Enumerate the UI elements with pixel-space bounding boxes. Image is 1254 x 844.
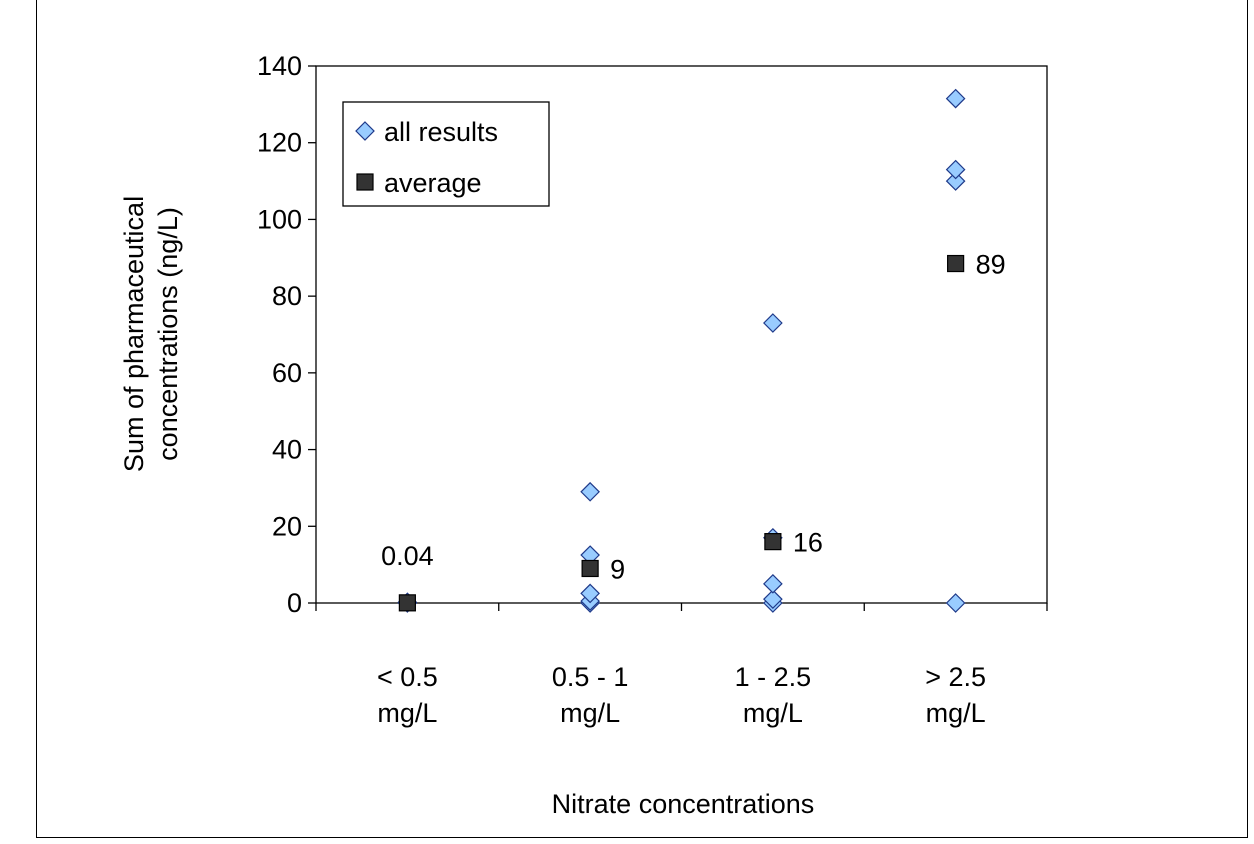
result-point xyxy=(945,159,966,180)
x-tick-label: mg/L xyxy=(926,698,986,728)
legend-label: average xyxy=(384,168,482,198)
result-point xyxy=(763,313,783,333)
result-point xyxy=(580,583,600,604)
average-data-label: 89 xyxy=(976,250,1006,280)
result-point xyxy=(945,593,966,613)
legend: all results average xyxy=(342,101,550,207)
x-tick-label: mg/L xyxy=(377,698,437,728)
y-tick-label: 100 xyxy=(257,204,302,234)
x-tick-label: mg/L xyxy=(743,698,803,728)
legend-box xyxy=(342,101,550,207)
average-point xyxy=(398,594,416,612)
y-axis-label-line-1: Sum of pharmaceutical xyxy=(119,196,149,472)
y-tick-label: 140 xyxy=(257,51,302,81)
result-point xyxy=(763,589,783,610)
data-points: 0.04 9 16 89 xyxy=(381,88,1006,613)
x-tick-label: > 2.5 xyxy=(925,662,986,692)
x-tick-label: mg/L xyxy=(560,698,620,728)
x-tick-label: 1 - 2.5 xyxy=(735,662,812,692)
average-data-label: 16 xyxy=(793,528,823,558)
legend-square-marker xyxy=(356,173,374,191)
y-tick-label: 80 xyxy=(272,281,302,311)
y-tick-label: 40 xyxy=(272,435,302,465)
x-axis-label: Nitrate concentrations xyxy=(552,789,815,819)
average-data-label: 9 xyxy=(610,554,625,584)
result-point xyxy=(945,171,966,191)
average-point xyxy=(581,559,599,578)
average-point xyxy=(764,533,782,551)
y-axis-label-line-2: concentrations (ng/L) xyxy=(153,207,183,461)
chart-frame xyxy=(36,0,1248,838)
y-axis: 0 20 40 60 80 100 120 140 xyxy=(257,51,316,618)
x-axis: < 0.5 mg/L 0.5 - 1 mg/L 1 - 2.5 mg/L > 2.5 mg/L xyxy=(315,603,1048,728)
average-data-label: 0.04 xyxy=(381,541,434,571)
y-tick-label: 20 xyxy=(272,511,302,541)
x-tick-label: < 0.5 xyxy=(377,662,438,692)
y-tick-label: 60 xyxy=(272,358,302,388)
average-point xyxy=(947,254,965,273)
y-tick-label: 120 xyxy=(257,128,302,158)
result-point xyxy=(580,481,600,502)
y-tick-label: 0 xyxy=(287,588,302,618)
result-point xyxy=(763,573,783,594)
legend-label: all results xyxy=(384,117,498,147)
x-tick-label: 0.5 - 1 xyxy=(552,662,629,692)
result-point xyxy=(945,88,966,109)
legend-diamond-marker xyxy=(355,121,375,141)
